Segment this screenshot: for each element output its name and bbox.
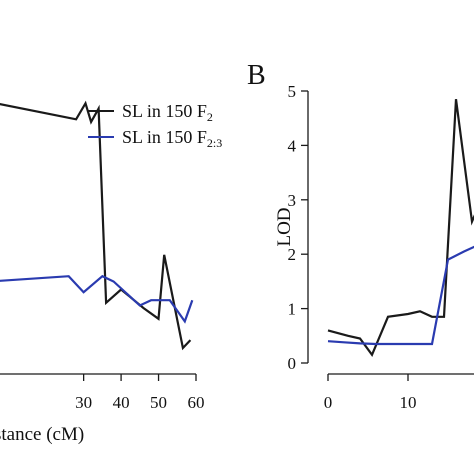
panel-b-x-tick-label: 0 — [324, 393, 333, 412]
panel-a-x-tick-label: 40 — [113, 393, 130, 412]
panel-a-series-sl-f2-line — [0, 100, 192, 351]
panel-b-y-axis-label: LOD — [274, 207, 295, 246]
panel-b-y-tick-label: 0 — [288, 354, 297, 373]
legend: SL in 150 F2 SL in 150 F2:3 — [88, 101, 222, 150]
panel-a-x-tick-label: 30 — [75, 393, 92, 412]
panel-b-x-tick-label: 10 — [400, 393, 417, 412]
panel-b-y-tick-label: 1 — [288, 300, 297, 319]
panel-b-y-tick-label: 2 — [288, 245, 297, 264]
panel-b-y-tick-label: 4 — [288, 136, 297, 155]
panel-b-letter: B — [247, 60, 266, 91]
panel-b-series-sl-f2-line — [327, 99, 474, 358]
panel-a-x-tick-label: 50 — [150, 393, 167, 412]
panel-a-x-tick-label: 60 — [188, 393, 205, 412]
panel-b-y-tick-label: 5 — [288, 82, 297, 101]
panel-b-y-tick-label: 3 — [288, 191, 297, 210]
legend-label-sl-f2: SL in 150 F2 — [122, 101, 213, 124]
panel-a-series-sl-f23-line — [0, 274, 194, 324]
panel-a: 30 40 50 60 stance (cM) — [0, 100, 205, 445]
legend-label-sl-f23: SL in 150 F2:3 — [122, 127, 222, 150]
panel-b-series-sl-f23-line — [327, 245, 474, 346]
panel-a-x-axis-label: stance (cM) — [0, 424, 84, 445]
